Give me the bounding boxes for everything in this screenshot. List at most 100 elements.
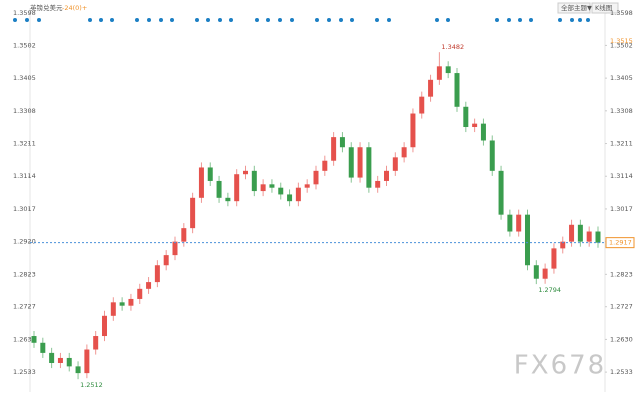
candle-body	[375, 180, 381, 188]
event-dot	[266, 18, 270, 22]
y-tick-label: 1.2823	[13, 270, 36, 278]
event-dot	[135, 18, 139, 22]
candle-body	[304, 184, 310, 188]
y-tick-label: 1.3017	[13, 205, 36, 213]
y2-tick-label: 1.2630	[610, 335, 633, 343]
event-dot	[518, 18, 522, 22]
y-tick-label: 1.3308	[13, 107, 36, 115]
candle-body	[84, 349, 90, 374]
last-price-box	[605, 237, 635, 249]
event-dot	[170, 18, 174, 22]
candle-body	[119, 302, 125, 306]
event-dot	[529, 18, 533, 22]
y-tick-label: 1.2533	[13, 368, 36, 376]
candle-body	[93, 336, 99, 350]
theme-button-label[interactable]: 全部主题▼	[561, 3, 592, 12]
y-tick-label: 1.2630	[13, 335, 36, 343]
right-marker: 1.3515	[610, 37, 633, 45]
event-dot	[435, 18, 439, 22]
event-dot	[99, 18, 103, 22]
y2-tick-label: 1.2727	[610, 303, 633, 311]
candle-body	[507, 214, 513, 232]
event-dot	[586, 18, 590, 22]
y2-tick-label: 1.3502	[610, 41, 633, 49]
event-dot	[375, 18, 379, 22]
candle-body	[75, 366, 81, 374]
candle-body	[331, 137, 337, 161]
candle-body	[577, 224, 583, 242]
candle-body	[278, 187, 284, 195]
candle-body	[428, 79, 434, 97]
candle-body	[480, 123, 486, 141]
event-dot	[339, 18, 343, 22]
candle-body	[243, 170, 248, 175]
event-dot	[507, 18, 511, 22]
candle-body	[251, 170, 257, 192]
theme-button[interactable]	[557, 2, 591, 14]
candle-body	[392, 157, 398, 171]
candle-body	[40, 342, 46, 353]
candle-body	[357, 147, 363, 178]
candle-body	[110, 302, 116, 316]
y-tick-label: 1.3405	[13, 74, 36, 82]
candle-body	[366, 147, 372, 188]
chart-title: 英镑兑美元	[30, 3, 63, 12]
event-dot	[37, 18, 41, 22]
event-dot	[570, 18, 574, 22]
y-tick-label: 1.3114	[13, 172, 36, 180]
candle-body	[489, 140, 495, 171]
event-dot	[495, 18, 499, 22]
event-dot	[350, 18, 354, 22]
candle-body	[181, 228, 187, 242]
title-note: -24(0)+	[62, 4, 87, 12]
candle-body	[137, 288, 143, 299]
y-tick-label: 1.2920	[13, 238, 36, 246]
candle-body	[269, 184, 275, 188]
candle-body	[49, 352, 55, 364]
candle-body	[57, 357, 63, 364]
candle-body	[445, 66, 451, 74]
candle-body	[339, 137, 345, 148]
candle-body	[410, 113, 416, 148]
extreme-label: 1.2794	[538, 286, 561, 294]
candle-body	[454, 73, 460, 107]
y2-tick-label: 1.3017	[610, 205, 633, 213]
candle-body	[560, 241, 566, 249]
candle-body	[533, 265, 539, 279]
event-dot	[558, 18, 562, 22]
extreme-label: 1.3482	[441, 43, 464, 51]
event-dot	[229, 18, 233, 22]
candle-body	[163, 255, 169, 266]
candle-body	[525, 214, 530, 266]
candle-body	[322, 160, 328, 171]
event-dot	[195, 18, 199, 22]
y2-tick-label: 1.2823	[610, 270, 633, 278]
candle-body	[31, 336, 37, 343]
candle-body	[542, 268, 548, 279]
candle-body	[569, 224, 575, 242]
candle-body	[401, 147, 407, 158]
event-dot	[25, 18, 29, 22]
candle-body	[516, 214, 522, 232]
candle-body	[295, 187, 301, 202]
event-dot	[387, 18, 391, 22]
y2-tick-label: 1.3114	[610, 172, 633, 180]
event-dot	[147, 18, 151, 22]
y2-tick-label: 1.3598	[610, 9, 633, 17]
event-dot	[327, 18, 331, 22]
candle-body	[172, 241, 178, 256]
candle-body	[234, 174, 240, 202]
candle-body	[595, 231, 601, 243]
candle-body	[128, 298, 134, 306]
event-dot	[159, 18, 163, 22]
candle-body	[551, 248, 557, 269]
event-dot	[446, 18, 450, 22]
event-dot	[110, 18, 114, 22]
candle-body	[216, 180, 222, 198]
candle-body	[586, 231, 592, 242]
candle-body	[348, 147, 354, 178]
y-tick-label: 1.3598	[13, 9, 36, 17]
kline-button-label[interactable]: K线图	[595, 3, 612, 12]
candle-body	[154, 265, 160, 283]
